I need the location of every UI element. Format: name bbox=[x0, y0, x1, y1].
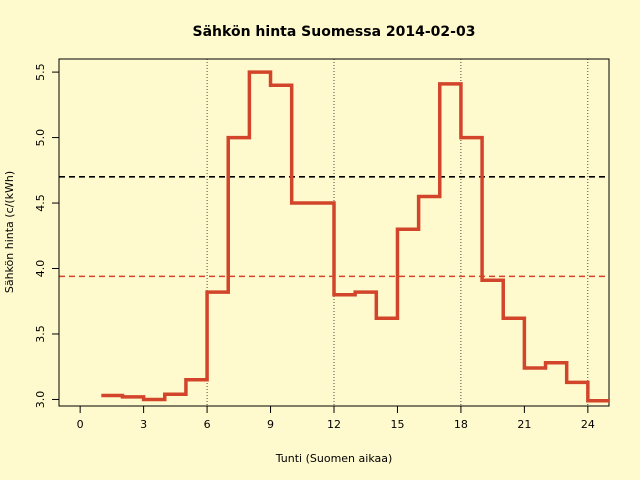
price-step-line bbox=[101, 70, 609, 403]
y-tick-label: 3.0 bbox=[34, 391, 47, 409]
x-tick-label: 24 bbox=[581, 418, 595, 431]
y-axis: 3.0 3.5 4.0 4.5 5.0 5.5 bbox=[34, 63, 60, 409]
x-tick-label: 21 bbox=[517, 418, 531, 431]
x-tick-label: 6 bbox=[204, 418, 211, 431]
y-tick-label: 4.5 bbox=[34, 194, 47, 212]
x-axis: 0 3 6 9 12 15 18 21 24 bbox=[77, 405, 595, 431]
x-tick-label: 0 bbox=[77, 418, 84, 431]
price-series bbox=[101, 70, 609, 403]
x-tick-label: 3 bbox=[140, 418, 147, 431]
y-tick-label: 5.5 bbox=[34, 63, 47, 81]
y-tick-label: 4.0 bbox=[34, 260, 47, 278]
y-tick-label: 5.0 bbox=[34, 129, 47, 147]
x-tick-label: 18 bbox=[454, 418, 468, 431]
x-axis-label: Tunti (Suomen aikaa) bbox=[275, 452, 393, 465]
x-tick-label: 15 bbox=[390, 418, 404, 431]
x-tick-label: 12 bbox=[327, 418, 341, 431]
chart-title: Sähkön hinta Suomessa 2014-02-03 bbox=[193, 24, 476, 40]
y-tick-label: 3.5 bbox=[34, 325, 47, 343]
y-axis-label: Sähkön hinta (c/(kWh) bbox=[3, 171, 16, 293]
x-tick-label: 9 bbox=[267, 418, 274, 431]
